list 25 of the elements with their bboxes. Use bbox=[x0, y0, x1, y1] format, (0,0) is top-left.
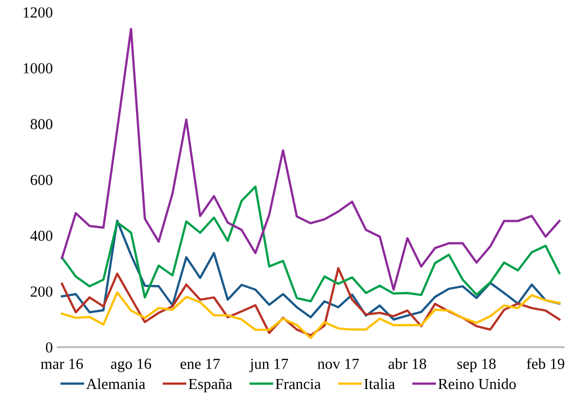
legend-label: Francia bbox=[276, 378, 321, 390]
line-series bbox=[60, 186, 561, 302]
line-series bbox=[60, 220, 561, 321]
x-tick-label: feb 19 bbox=[526, 358, 564, 369]
x-tick-label: mar 16 bbox=[40, 358, 83, 369]
line-series bbox=[60, 28, 561, 291]
x-tick-label: nov 17 bbox=[318, 358, 359, 369]
y-tick-label: 200 bbox=[30, 286, 52, 297]
x-tick-label: sep 18 bbox=[457, 358, 496, 372]
legend-label: España bbox=[188, 378, 232, 392]
x-tick-label: ago 16 bbox=[110, 358, 152, 372]
line-series bbox=[60, 267, 561, 337]
y-tick-label: 1200 bbox=[24, 7, 52, 18]
y-tick-label: 400 bbox=[30, 230, 52, 241]
y-tick-label: 800 bbox=[30, 118, 52, 130]
x-tick-label: ene 17 bbox=[180, 358, 220, 369]
y-tick-label: 0 bbox=[46, 342, 52, 353]
x-tick-label: jun 17 bbox=[249, 358, 288, 372]
x-tick-label: abr 18 bbox=[388, 358, 426, 369]
legend-label: Alemania bbox=[86, 378, 146, 390]
y-tick-label: 600 bbox=[30, 174, 52, 186]
legend-label: Reino Unido bbox=[438, 378, 516, 390]
legend-label: Italia bbox=[364, 378, 395, 390]
y-tick-label: 1000 bbox=[24, 63, 52, 74]
line-series bbox=[60, 291, 561, 340]
